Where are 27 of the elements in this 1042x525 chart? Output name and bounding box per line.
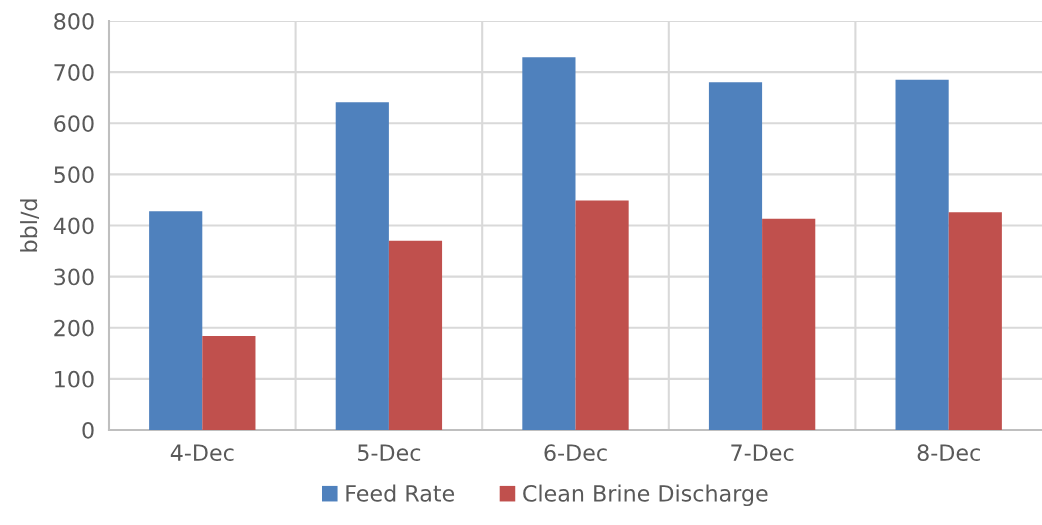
bar	[708, 82, 763, 430]
x-tick-label: 6-Dec	[544, 444, 607, 462]
x-tick-label: 5-Dec	[358, 444, 421, 462]
y-tick-label: 400	[53, 217, 94, 235]
y-tick-label: 100	[55, 370, 94, 388]
bar	[335, 102, 389, 430]
bar	[948, 212, 1002, 430]
legend-label: Feed Rate	[346, 484, 455, 502]
y-tick-label: 300	[54, 268, 94, 286]
y-axis-title: bbl/d	[20, 199, 40, 252]
x-tick-label: 8-Dec	[917, 444, 980, 462]
y-tick-label: 800	[54, 12, 94, 30]
y-tick-label: 500	[54, 166, 94, 184]
x-tick-label: 4-Dec	[170, 444, 234, 462]
bar	[149, 211, 203, 430]
y-tick-label: 200	[54, 319, 94, 337]
bar	[575, 200, 629, 430]
bar	[762, 218, 816, 430]
y-tick-label: 0	[82, 421, 94, 439]
bar	[522, 57, 576, 430]
bar	[202, 335, 256, 430]
bar	[895, 79, 949, 430]
bar	[388, 240, 443, 430]
y-tick-label: 700	[54, 64, 94, 81]
legend-label: Clean Brine Discharge	[523, 484, 768, 507]
x-tick-label: 7-Dec	[731, 444, 794, 462]
y-tick-label: 600	[54, 115, 94, 132]
